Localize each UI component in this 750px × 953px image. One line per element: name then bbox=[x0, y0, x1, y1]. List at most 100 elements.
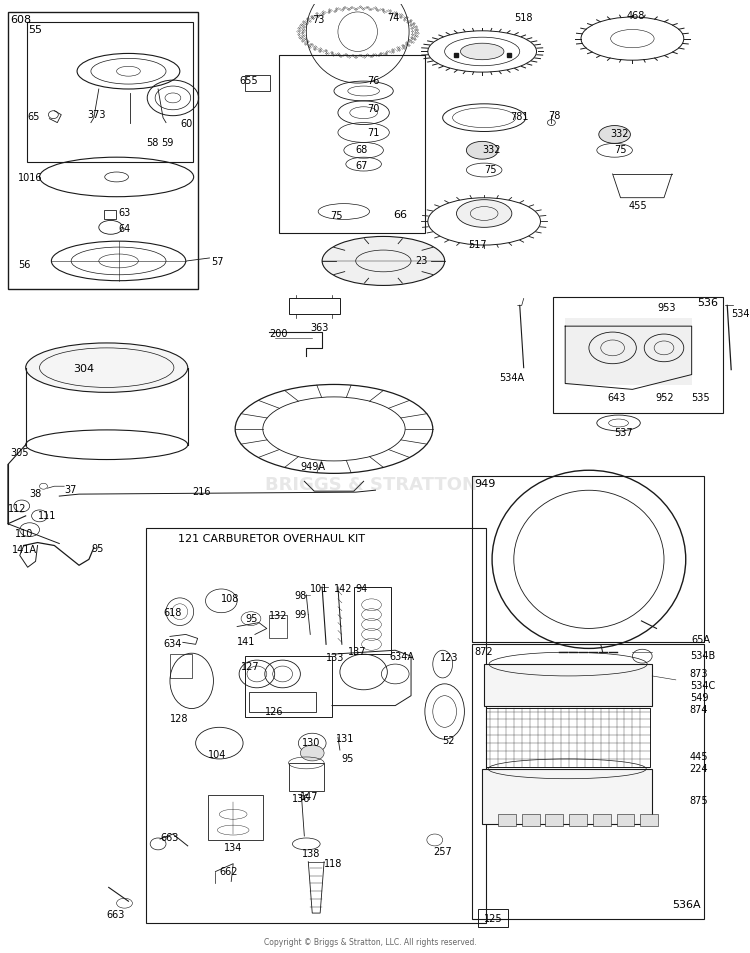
Text: 123: 123 bbox=[440, 653, 458, 662]
Bar bbox=[486, 708, 650, 767]
Text: 76: 76 bbox=[368, 76, 380, 86]
Ellipse shape bbox=[460, 44, 504, 61]
Text: 305: 305 bbox=[10, 447, 28, 457]
Text: 1016: 1016 bbox=[18, 172, 42, 183]
Text: 304: 304 bbox=[74, 363, 94, 374]
Bar bbox=[289, 299, 340, 314]
Ellipse shape bbox=[322, 237, 445, 286]
Text: 949: 949 bbox=[474, 478, 496, 489]
Bar bbox=[566, 319, 692, 386]
Bar bbox=[592, 815, 610, 826]
Text: 104: 104 bbox=[208, 749, 226, 760]
Text: 373: 373 bbox=[87, 110, 106, 120]
Text: BRIGGS & STRATTON: BRIGGS & STRATTON bbox=[265, 476, 476, 494]
Text: 126: 126 bbox=[265, 706, 284, 716]
Bar bbox=[268, 615, 286, 639]
Text: 332: 332 bbox=[610, 129, 629, 138]
Text: 38: 38 bbox=[30, 489, 42, 498]
Bar bbox=[104, 211, 116, 220]
Bar bbox=[484, 664, 652, 706]
Text: 75: 75 bbox=[614, 145, 627, 155]
Text: 112: 112 bbox=[8, 503, 26, 514]
Text: 108: 108 bbox=[221, 594, 240, 603]
Bar bbox=[472, 644, 704, 919]
Text: 534C: 534C bbox=[690, 680, 715, 690]
Text: 75: 75 bbox=[330, 211, 343, 220]
Text: 537: 537 bbox=[614, 428, 633, 437]
Bar bbox=[616, 815, 634, 826]
Bar bbox=[545, 815, 563, 826]
Text: 141: 141 bbox=[237, 637, 256, 647]
Text: 118: 118 bbox=[324, 858, 343, 868]
Bar bbox=[208, 795, 262, 841]
Text: 70: 70 bbox=[368, 104, 380, 113]
Bar bbox=[279, 56, 425, 234]
Bar bbox=[640, 815, 658, 826]
Text: 56: 56 bbox=[18, 259, 30, 270]
Text: 98: 98 bbox=[295, 590, 307, 600]
Text: 137: 137 bbox=[348, 647, 366, 657]
Bar bbox=[8, 13, 197, 290]
Text: 60: 60 bbox=[181, 118, 193, 129]
Text: 200: 200 bbox=[268, 329, 287, 338]
Text: 95: 95 bbox=[245, 613, 257, 623]
Bar bbox=[482, 769, 652, 824]
Text: 332: 332 bbox=[482, 145, 501, 155]
Text: 952: 952 bbox=[655, 393, 674, 403]
Text: 781: 781 bbox=[510, 112, 528, 122]
Bar bbox=[170, 655, 192, 679]
Text: 634: 634 bbox=[163, 639, 182, 649]
Text: 110: 110 bbox=[15, 528, 33, 538]
Text: 134: 134 bbox=[224, 842, 242, 852]
Text: 52: 52 bbox=[442, 736, 455, 745]
Text: 131: 131 bbox=[336, 734, 354, 743]
Text: 94: 94 bbox=[356, 583, 368, 594]
Text: 873: 873 bbox=[690, 668, 708, 679]
Text: 534A: 534A bbox=[499, 373, 524, 382]
Text: 55: 55 bbox=[28, 25, 43, 34]
Text: 99: 99 bbox=[295, 609, 307, 619]
Bar bbox=[498, 815, 516, 826]
Text: 872: 872 bbox=[474, 647, 493, 657]
Text: 468: 468 bbox=[626, 10, 645, 21]
Text: 95: 95 bbox=[91, 543, 104, 553]
Text: 662: 662 bbox=[219, 865, 238, 876]
Text: 128: 128 bbox=[170, 714, 188, 723]
Text: 663: 663 bbox=[160, 832, 178, 842]
Text: 121 CARBURETOR OVERHAUL KIT: 121 CARBURETOR OVERHAUL KIT bbox=[178, 533, 364, 543]
Text: 133: 133 bbox=[326, 653, 344, 662]
Ellipse shape bbox=[466, 142, 498, 160]
Text: 643: 643 bbox=[608, 393, 626, 403]
Text: 95: 95 bbox=[341, 753, 353, 763]
Text: 536: 536 bbox=[698, 297, 718, 307]
Ellipse shape bbox=[301, 745, 324, 761]
Bar bbox=[245, 76, 270, 91]
Text: 455: 455 bbox=[628, 200, 647, 211]
Text: 136: 136 bbox=[292, 793, 310, 802]
Text: 127: 127 bbox=[241, 661, 260, 672]
Text: 147: 147 bbox=[301, 791, 319, 801]
Text: 536A: 536A bbox=[672, 900, 700, 909]
Text: 64: 64 bbox=[118, 224, 130, 234]
Text: 518: 518 bbox=[514, 13, 532, 23]
Text: 66: 66 bbox=[393, 211, 407, 220]
Text: 68: 68 bbox=[356, 145, 368, 155]
Text: 257: 257 bbox=[433, 846, 451, 856]
Text: 37: 37 bbox=[64, 485, 76, 495]
Text: 58: 58 bbox=[146, 138, 158, 149]
Text: 78: 78 bbox=[548, 111, 561, 121]
Text: 111: 111 bbox=[38, 511, 56, 520]
Text: Copyright © Briggs & Stratton, LLC. All rights reserved.: Copyright © Briggs & Stratton, LLC. All … bbox=[264, 937, 477, 945]
Text: 141A: 141A bbox=[12, 544, 37, 554]
Text: 535: 535 bbox=[692, 393, 710, 403]
Text: 634A: 634A bbox=[389, 652, 414, 661]
Ellipse shape bbox=[26, 344, 188, 393]
Text: 138: 138 bbox=[302, 848, 321, 858]
Text: 63: 63 bbox=[118, 208, 130, 217]
Bar bbox=[569, 815, 587, 826]
Bar bbox=[478, 909, 508, 927]
Text: 517: 517 bbox=[468, 240, 487, 250]
Bar bbox=[554, 297, 723, 414]
Text: 618: 618 bbox=[163, 607, 182, 618]
Text: 101: 101 bbox=[310, 583, 328, 594]
